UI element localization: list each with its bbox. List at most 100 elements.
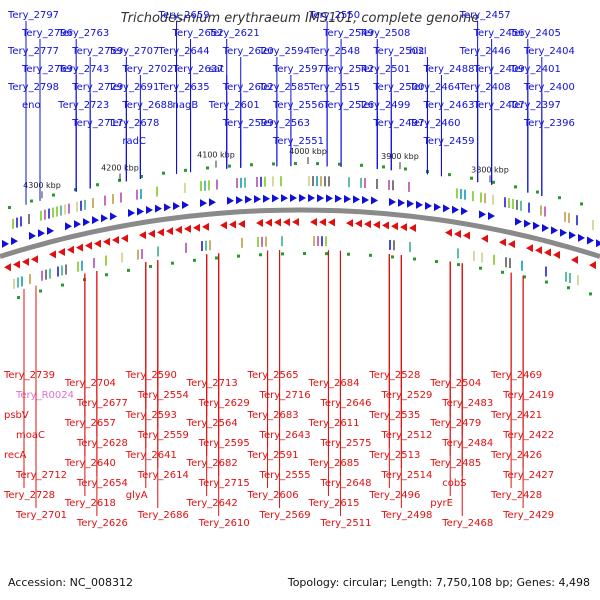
outer-marker — [536, 190, 539, 194]
outer-feature-block — [92, 198, 94, 209]
forward-gene-label: Tery_2594 — [258, 46, 310, 57]
inner-feature-block — [13, 278, 15, 289]
forward-gene-arrow — [362, 195, 369, 204]
forward-gene-arrow — [200, 199, 207, 208]
inner-feature-block — [281, 236, 283, 247]
reverse-gene-arrow — [328, 218, 335, 227]
reverse-gene-label: Tery_2739 — [3, 370, 55, 381]
outer-feature-block — [456, 188, 458, 199]
reverse-gene-label: Tery_2513 — [368, 450, 420, 461]
inner-marker — [17, 296, 20, 300]
forward-gene-arrow — [425, 201, 432, 210]
forward-gene-arrow — [335, 194, 342, 203]
reverse-gene-label: Tery_2648 — [319, 478, 371, 489]
forward-gene-arrow — [515, 217, 522, 226]
outer-feature-block — [48, 208, 50, 219]
forward-gene-label: Tery_2678 — [107, 118, 159, 129]
reverse-gene-label: Tery_2483 — [441, 398, 493, 409]
reverse-gene-label: Tery_2427 — [502, 470, 554, 481]
reverse-gene-label: Tery_2421 — [490, 410, 542, 421]
inner-feature-block — [29, 274, 31, 285]
forward-gene-label: Tery_2763 — [57, 28, 109, 39]
reverse-gene-label: Tery_2606 — [247, 490, 299, 501]
inner-feature-block — [569, 272, 571, 283]
forward-gene-label: Tery_2549 — [322, 28, 374, 39]
outer-marker — [338, 162, 341, 166]
reverse-gene-label: Tery_2701 — [15, 510, 67, 521]
inner-feature-block — [257, 236, 259, 247]
forward-gene-arrow — [29, 231, 36, 240]
outer-marker — [250, 163, 253, 167]
forward-gene-arrow — [407, 199, 414, 208]
outer-feature-block — [80, 200, 82, 211]
outer-marker — [382, 165, 385, 169]
forward-gene-arrow — [398, 198, 405, 207]
outer-feature-block — [240, 177, 242, 188]
outer-feature-block — [504, 197, 506, 208]
outer-feature-block — [60, 205, 62, 216]
inner-feature-block — [265, 236, 267, 247]
inner-marker — [303, 252, 306, 256]
forward-gene-label: Tery_2563 — [258, 118, 310, 129]
reverse-gene-label: Tery_2569 — [259, 510, 311, 521]
reverse-gene-arrow — [274, 218, 281, 227]
genome-backbone — [0, 207, 600, 259]
reverse-gene-arrow — [373, 220, 380, 229]
inner-feature-block — [17, 277, 19, 288]
forward-gene-label: Tery_2652 — [172, 28, 224, 39]
inner-marker — [347, 252, 350, 256]
forward-gene-labels: Tery_2797Tery_2796Tery_2777Tery_2769Tery… — [7, 10, 575, 205]
forward-gene-arrow — [524, 219, 531, 228]
forward-gene-label: Tery_2404 — [523, 46, 575, 57]
inner-marker — [567, 286, 570, 290]
forward-gene-arrow — [92, 216, 99, 225]
reverse-gene-label: Tery_2496 — [368, 490, 420, 501]
inner-feature-block — [493, 254, 495, 265]
forward-gene-arrow — [83, 218, 90, 227]
forward-gene-label: Tery_2497 — [372, 118, 424, 129]
reverse-gene-arrow — [445, 228, 452, 237]
forward-gene-label: Tery_2500 — [372, 82, 424, 93]
inner-feature-block — [313, 236, 315, 247]
outer-feature-block — [484, 193, 486, 204]
forward-gene-label: Tery_2637 — [172, 64, 224, 75]
outer-feature-block — [492, 194, 494, 205]
reverse-gene-label: Tery_2565 — [247, 370, 299, 381]
inner-feature-block — [61, 265, 63, 276]
outer-feature-block — [112, 194, 114, 205]
reverse-gene-arrow — [256, 218, 263, 227]
outer-marker — [74, 188, 77, 192]
outer-feature-block — [464, 189, 466, 200]
reverse-gene-arrow — [76, 243, 83, 252]
outer-feature-block — [40, 210, 42, 221]
inner-feature-block — [65, 264, 67, 275]
inner-feature-block — [393, 240, 395, 251]
inner-feature-block — [481, 252, 483, 263]
inner-marker — [149, 265, 152, 269]
reverse-gene-label: Tery_2498 — [380, 510, 432, 521]
outer-marker — [294, 162, 297, 166]
inner-feature-block — [325, 236, 327, 247]
outer-feature-block — [200, 181, 202, 192]
outer-marker — [492, 180, 495, 184]
inner-feature-block — [209, 240, 211, 251]
reverse-gene-label: Tery_2485 — [429, 458, 481, 469]
outer-feature-block — [312, 176, 314, 187]
reverse-gene-label: Tery_2610 — [198, 518, 250, 529]
forward-gene-label: Tery_2460 — [408, 118, 460, 129]
forward-gene-label: radC — [122, 136, 146, 147]
forward-gene-label: Tery_2400 — [523, 82, 575, 93]
reverse-gene-arrow — [589, 261, 596, 270]
outer-feature-block — [84, 199, 86, 210]
outer-marker — [514, 185, 517, 189]
outer-feature-block — [244, 177, 246, 188]
inner-marker — [325, 252, 328, 256]
forward-gene-label: sat — [209, 64, 224, 75]
forward-gene-label: Tery_2397 — [509, 100, 561, 111]
forward-gene-label: Tery_2769 — [21, 64, 73, 75]
forward-gene-arrow — [416, 200, 423, 209]
map-title: Trichodesmium erythraeum IMS101, complet… — [121, 11, 480, 26]
inner-marker — [215, 256, 218, 260]
outer-feature-block — [544, 206, 546, 217]
reverse-gene-arrow — [229, 220, 236, 229]
